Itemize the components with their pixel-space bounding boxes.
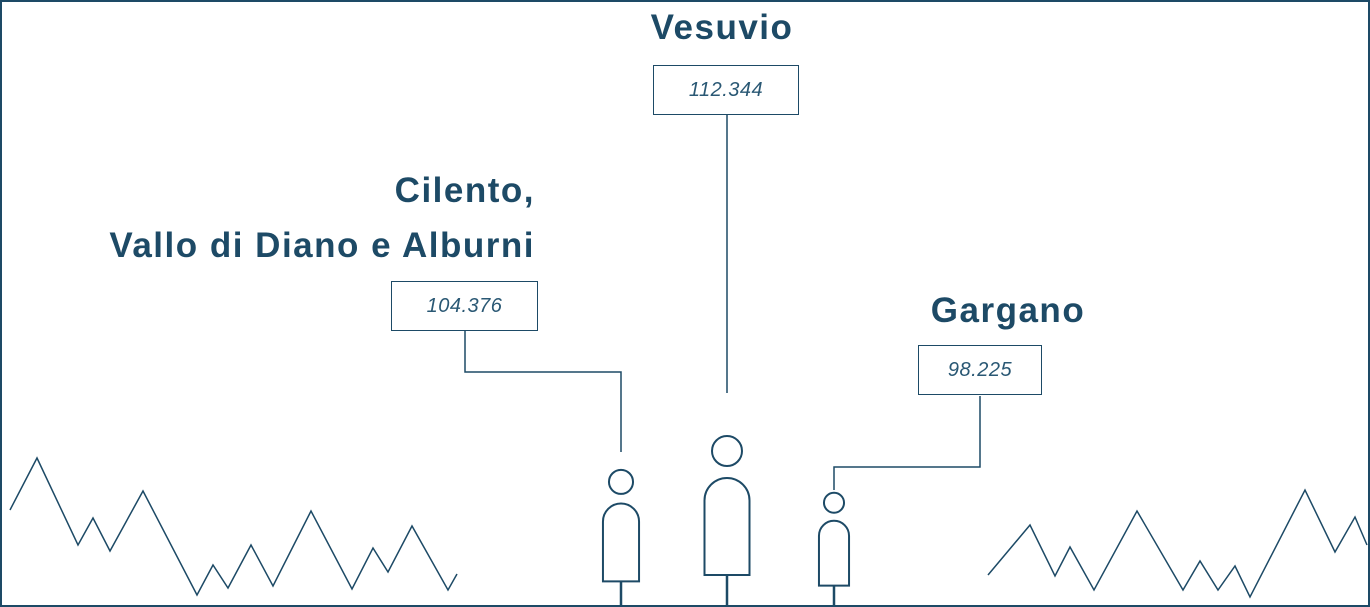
- figure-body: [603, 504, 639, 582]
- figure-head: [609, 470, 633, 494]
- connector: [465, 329, 621, 452]
- figure-body: [705, 478, 750, 575]
- value-label: 104.376: [391, 281, 538, 331]
- figure-head: [712, 436, 742, 466]
- figure-body: [819, 521, 849, 586]
- park-name: Gargano: [858, 283, 1158, 338]
- figure-head: [824, 493, 844, 513]
- value-label: 112.344: [653, 65, 799, 115]
- park-name: Cilento, Vallo di Diano e Alburni: [109, 163, 535, 273]
- page: Cilento, Vallo di Diano e Alburni 104.37…: [0, 0, 1370, 607]
- mountains-right: [988, 490, 1367, 597]
- connector: [834, 396, 980, 490]
- mountains-left: [10, 458, 457, 595]
- park-name: Vesuvio: [572, 0, 872, 55]
- value-label: 98.225: [918, 345, 1042, 395]
